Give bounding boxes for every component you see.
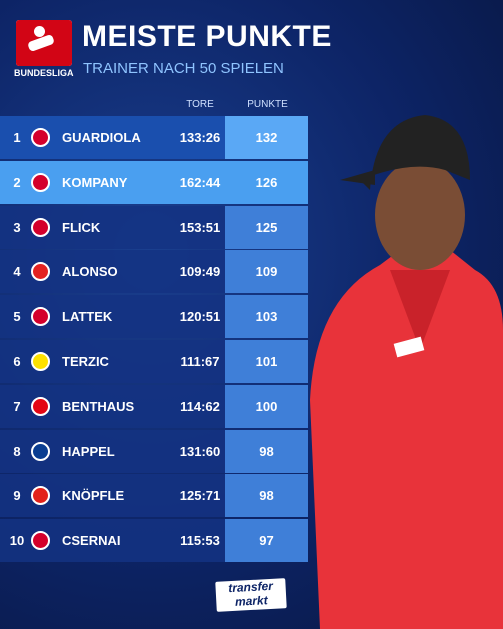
rank: 8: [13, 443, 21, 459]
points-cell: [225, 429, 308, 473]
coach-name: KOMPANY: [62, 174, 128, 190]
subtitle: TRAINER NACH 50 SPIELEN: [83, 60, 284, 77]
table-row: 9 KNÖPFLE 125:71 98: [0, 474, 308, 518]
coach-name: HAPPEL: [62, 443, 115, 459]
table-row: 3 FLICK 153:51 125: [0, 205, 308, 249]
points: 125: [255, 219, 278, 235]
goals: 131:60: [179, 443, 221, 459]
goals: 120:51: [179, 309, 221, 325]
club-crest: [31, 441, 50, 461]
column-header: TORE: [186, 99, 214, 110]
table-row: 8 HAPPEL 131:60 98: [0, 429, 308, 473]
points-cell: [225, 160, 308, 204]
rank: 6: [13, 354, 21, 369]
points-cell: [225, 340, 308, 383]
rank: 5: [13, 309, 21, 325]
table-row: 4 ALONSO 109:49 109: [0, 250, 308, 294]
club-crest: [31, 172, 50, 192]
points-cell: [225, 205, 308, 249]
points-cell: [225, 384, 308, 428]
points-cell: [225, 474, 308, 518]
title: MEISTE PUNKTE: [82, 20, 332, 53]
table-row: 2 KOMPANY 162:44 126: [0, 160, 308, 204]
goals: 111:67: [180, 354, 220, 369]
club-crest: [31, 352, 50, 371]
club-crest: [31, 531, 50, 551]
table-row: 7 BENTHAUS 114:62 100: [0, 384, 308, 428]
goals: 153:51: [179, 219, 221, 235]
rank: 1: [13, 130, 21, 145]
bundesliga-logo: [16, 20, 72, 66]
logo-text: BUNDESLIGA: [14, 68, 74, 78]
points: 132: [255, 130, 278, 145]
coach-name: ALONSO: [62, 264, 118, 280]
coach-name: LATTEK: [62, 309, 113, 325]
points: 103: [255, 309, 278, 325]
club-crest: [31, 262, 50, 282]
table-row: 6 TERZIC 111:67 101: [0, 340, 308, 383]
player-photo: [310, 115, 503, 629]
points: 109: [255, 264, 278, 280]
goals: 125:71: [179, 488, 221, 504]
coach-name: GUARDIOLA: [62, 130, 141, 145]
goals: 109:49: [179, 264, 221, 280]
coach-name: KNÖPFLE: [62, 488, 125, 504]
points: 100: [255, 398, 278, 414]
points: 101: [255, 354, 278, 369]
table-row: 5 LATTEK 120:51 103: [0, 295, 308, 339]
points: 98: [259, 443, 274, 459]
rank: 10: [9, 533, 25, 549]
coach-name: TERZIC: [62, 354, 109, 369]
points: 98: [259, 488, 274, 504]
club-crest: [31, 486, 50, 506]
points: 97: [259, 533, 274, 549]
points: 126: [255, 174, 278, 190]
table-row: 10 CSERNAI 115:53 97: [0, 519, 308, 563]
rank: 7: [13, 398, 21, 414]
column-header: PUNKTE: [247, 99, 288, 110]
rank: 2: [13, 174, 21, 190]
transfermarkt-logo: transfer markt: [215, 578, 287, 612]
club-crest: [31, 217, 50, 237]
rank: 3: [13, 219, 21, 235]
goals: 162:44: [179, 174, 221, 190]
points-cell: [225, 519, 308, 563]
rank: 9: [13, 488, 21, 504]
goals: 114:62: [180, 398, 220, 414]
goals: 133:26: [179, 130, 221, 145]
points-cell: [225, 295, 308, 339]
logo-text: markt: [234, 593, 269, 609]
goals: 115:53: [180, 533, 220, 549]
coach-name: FLICK: [62, 219, 101, 235]
points-cell: [225, 250, 308, 294]
table-row: 1 GUARDIOLA 133:26 132: [0, 116, 308, 159]
club-crest: [31, 396, 50, 416]
coach-name: CSERNAI: [62, 533, 121, 549]
club-crest: [31, 307, 50, 327]
coach-name: BENTHAUS: [62, 398, 135, 414]
club-crest: [31, 128, 50, 147]
points-cell: [225, 116, 308, 159]
rank: 4: [13, 264, 21, 280]
